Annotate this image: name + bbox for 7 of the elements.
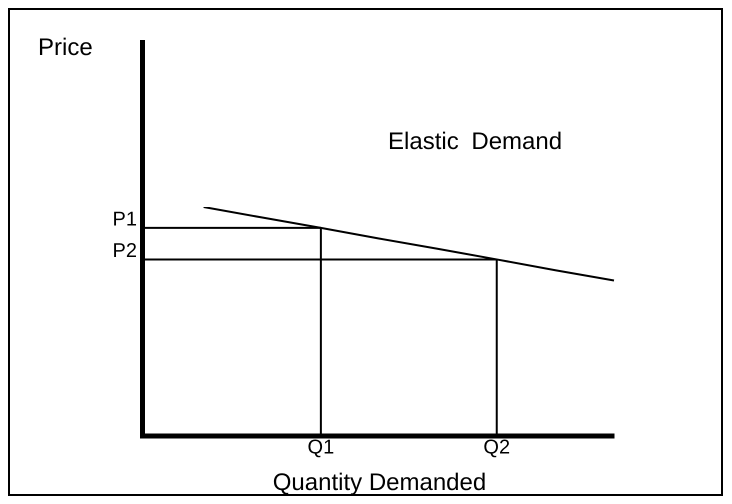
text: Price bbox=[38, 34, 93, 62]
x-axis-title: Quantity Demanded bbox=[272, 469, 486, 496]
ref-line-label: P2 bbox=[112, 240, 137, 262]
x-tick-label: Q1 bbox=[308, 436, 334, 459]
text: Elastic Demand bbox=[388, 128, 562, 156]
ref-line-label: P1 bbox=[112, 208, 137, 230]
x-tick-label: Q2 bbox=[483, 436, 510, 459]
